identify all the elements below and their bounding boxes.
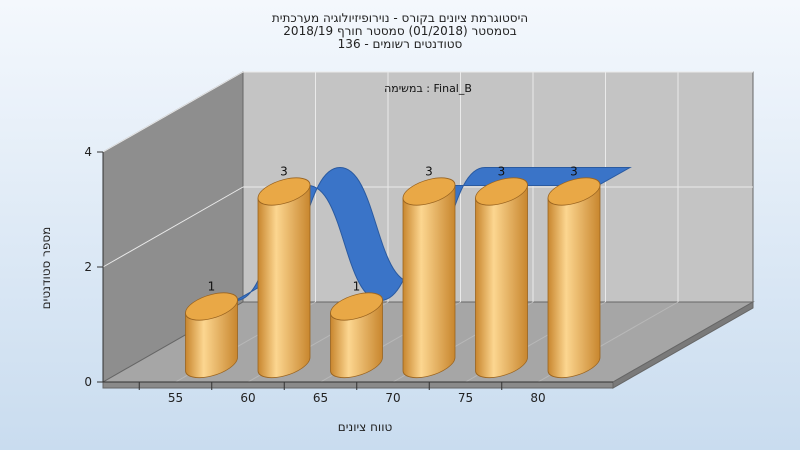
bar: 3 [547, 165, 601, 379]
bar-top [547, 177, 601, 206]
bar-data-label: 3 [280, 165, 288, 179]
bar-body [402, 184, 456, 379]
axes [102, 152, 613, 383]
bars: 1 3 1 3 3 3 [185, 165, 601, 379]
y-axis-label: מספר סטודנטים [39, 227, 53, 310]
floor-front-edge [102, 381, 614, 389]
x-tick-label: 75 [458, 391, 473, 405]
floor-side-edge [612, 301, 754, 389]
bar-body [547, 184, 601, 379]
bar: 1 [330, 280, 383, 379]
bar-data-label: 1 [353, 280, 361, 294]
x-tick-label: 65 [313, 391, 328, 405]
bar-top [185, 292, 238, 321]
y-tick-label: 0 [84, 375, 92, 389]
gridline-left-wall [102, 71, 244, 153]
x-axis-label: טווח ציונים [338, 420, 393, 434]
bar: 1 [185, 280, 238, 379]
x-tick-label: 60 [240, 391, 255, 405]
x-tick-label: 70 [385, 391, 400, 405]
bar-data-label: 3 [425, 165, 433, 179]
y-tick-label: 2 [84, 260, 92, 274]
y-tick-label: 4 [84, 145, 92, 159]
bar: 3 [257, 165, 311, 379]
bar: 3 [402, 165, 456, 379]
bar-top [475, 177, 528, 206]
title-line-3: סטודנטים רשומים - 136 [338, 37, 463, 51]
bar-body [475, 184, 528, 379]
bar-top [257, 177, 311, 206]
bar-top [330, 292, 383, 321]
x-tick-label: 55 [168, 391, 183, 405]
chart-title: היסטוגרמת ציונים בקורס - נוירופיזיולוגיה… [272, 11, 528, 51]
gridline-left-wall [102, 186, 244, 268]
bar-data-label: 3 [498, 165, 506, 179]
title-line-2: בסמסטר (01/2018) סמסטר חורף 2018/19 [283, 24, 516, 38]
bar-top [402, 177, 456, 206]
bar: 3 [475, 165, 528, 379]
x-tick-label: 80 [530, 391, 545, 405]
bar-data-label: 1 [208, 280, 216, 294]
series-annotation: במשימה : Final_B [384, 82, 472, 95]
title-line-1: היסטוגרמת ציונים בקורס - נוירופיזיולוגיה… [272, 11, 528, 25]
bar-body [257, 184, 311, 379]
bar-data-label: 3 [570, 165, 578, 179]
